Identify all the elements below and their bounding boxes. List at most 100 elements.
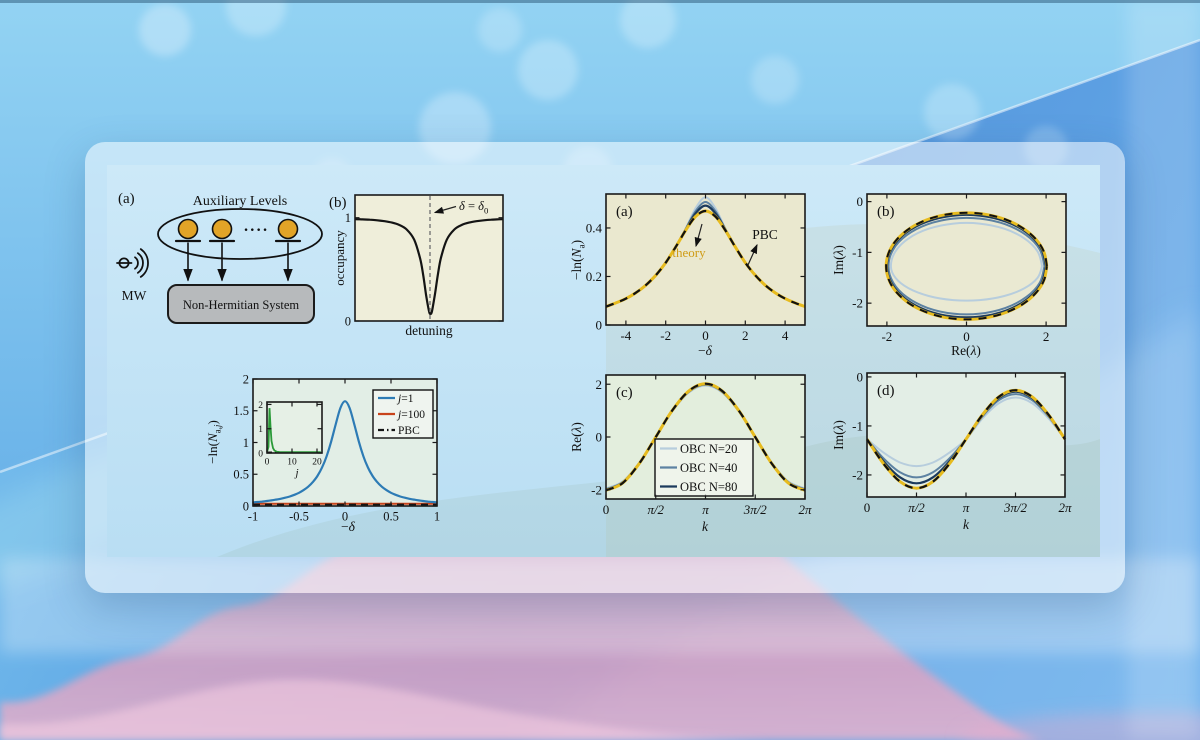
theory-arrow <box>694 223 703 248</box>
panel-c-xlabel: k <box>702 519 709 534</box>
occupancy-ylabel: occupancy <box>332 230 347 286</box>
panel-d-xlabel: k <box>963 517 970 532</box>
panel-b-xlabel: Re(λ) <box>951 343 981 358</box>
axis-ticks: 0 π/2 π 3π/2 2π 0 -1 -2 <box>852 369 1072 515</box>
plot-bg <box>267 402 322 453</box>
panel-d-plot: 0 π/2 π 3π/2 2π 0 -1 -2 (d) <box>852 369 1072 515</box>
level-dot-3 <box>277 218 299 240</box>
svg-text:-1: -1 <box>248 510 258 524</box>
ellipsis-dots: ···· <box>243 222 268 239</box>
pbc-annotation: PBC <box>752 227 778 242</box>
panel-corner-label: (c) <box>616 385 633 401</box>
microwave-antenna-icon <box>116 248 149 278</box>
axis-ticks: -4 -2 0 2 4 0 0.2 0.4 <box>586 194 805 343</box>
delta0-annotation: δ = δ0 <box>459 199 489 216</box>
svg-text:2: 2 <box>258 401 263 411</box>
schematic: (a) Auxiliary Levels ···· Non-Hermitian … <box>116 191 323 324</box>
axis-ticks: 0 10 20 0 1 2 <box>258 401 322 468</box>
svg-text:0.2: 0.2 <box>586 269 602 284</box>
axis-ticks: -1 -0.5 0 0.5 100.511.52 <box>233 372 440 523</box>
panel-d-ylabel: Im(λ) <box>831 420 846 450</box>
svg-text:-4: -4 <box>620 328 631 343</box>
plot-bg <box>867 194 1066 326</box>
panel-corner-label: (b) <box>877 204 895 220</box>
svg-text:2: 2 <box>1043 329 1050 344</box>
level-dot-1 <box>177 218 199 240</box>
right-light-band <box>1128 0 1200 740</box>
svg-text:π: π <box>702 502 709 517</box>
svg-text:π/2: π/2 <box>647 502 664 517</box>
theory-dashes <box>605 382 806 492</box>
left-main-xlabel: −δ <box>341 519 356 534</box>
plot-bg <box>355 195 503 321</box>
svg-text:0: 0 <box>265 458 270 468</box>
svg-text:OBC N=20: OBC N=20 <box>680 442 737 456</box>
mw-label: MW <box>122 288 147 303</box>
auxiliary-levels-title: Auxiliary Levels <box>193 194 287 209</box>
plot-bg <box>606 194 805 325</box>
svg-text:j=100: j=100 <box>396 409 425 421</box>
svg-text:1: 1 <box>243 436 249 450</box>
svg-text:1: 1 <box>434 510 440 524</box>
occupancy-curve <box>354 218 504 315</box>
obc-n40-loop <box>887 216 1046 316</box>
svg-text:0: 0 <box>258 449 263 459</box>
svg-text:OBC N=80: OBC N=80 <box>680 480 737 494</box>
axes-border <box>266 401 323 454</box>
svg-text:1.5: 1.5 <box>233 404 249 418</box>
axis-ticks: 10 <box>345 211 503 328</box>
svg-text:-1: -1 <box>852 245 863 260</box>
svg-text:0: 0 <box>702 328 709 343</box>
svg-text:2: 2 <box>243 372 249 386</box>
legend: j=1 j=100 PBC <box>372 389 434 439</box>
pbc-arrow <box>747 243 758 266</box>
svg-text:1: 1 <box>258 425 263 435</box>
svg-text:0: 0 <box>342 510 348 524</box>
panel-b-ylabel: Im(λ) <box>831 245 846 275</box>
top-edge-strip <box>0 0 1200 3</box>
schematic-label: (a) <box>118 191 135 207</box>
svg-text:0: 0 <box>603 502 610 517</box>
svg-text:0: 0 <box>864 500 871 515</box>
panel-a-xlabel: −δ <box>698 343 713 358</box>
svg-text:2π: 2π <box>798 502 812 517</box>
svg-text:4: 4 <box>782 328 789 343</box>
non-hermitian-box-label: Non-Hermitian System <box>183 298 300 312</box>
theory <box>865 388 1067 490</box>
svg-text:2: 2 <box>742 328 749 343</box>
j1-curve <box>252 400 438 504</box>
svg-text:-2: -2 <box>852 296 863 311</box>
svg-text:OBC N=40: OBC N=40 <box>680 461 737 475</box>
svg-text:0.5: 0.5 <box>233 468 249 482</box>
sketch-label: (b) <box>329 195 347 211</box>
occupancy-sketch-plot: 10 <box>345 194 504 328</box>
panel-a-plot: -4 -2 0 2 4 0 0.2 0.4 (a) <box>586 193 806 343</box>
svg-text:-1: -1 <box>852 418 863 433</box>
delta0-arrow <box>433 205 457 214</box>
inset-xlabel: j <box>293 467 298 479</box>
svg-text:3π/2: 3π/2 <box>1003 500 1028 515</box>
levels-ellipse <box>157 208 323 260</box>
left-main-ylabel: −ln(Na,j) <box>205 420 223 464</box>
svg-text:π/2: π/2 <box>908 500 925 515</box>
svg-text:2: 2 <box>596 377 603 392</box>
axis-ticks: -2 0 2 0 -1 -2 <box>852 194 1066 344</box>
obc-n20-loop <box>889 221 1044 302</box>
svg-text:-2: -2 <box>852 467 863 482</box>
svg-text:0: 0 <box>857 369 864 384</box>
inset-plot: 0 10 20 0 1 2 <box>258 401 323 468</box>
svg-text:0: 0 <box>243 499 249 513</box>
svg-text:-2: -2 <box>591 482 602 497</box>
svg-text:2π: 2π <box>1058 500 1072 515</box>
panel-a-ylabel: −ln(Na) <box>569 240 588 280</box>
svg-text:0.4: 0.4 <box>586 221 603 236</box>
svg-text:1: 1 <box>345 211 351 225</box>
svg-text:0: 0 <box>963 329 970 344</box>
svg-text:0: 0 <box>596 318 603 333</box>
inset-green <box>266 408 321 453</box>
